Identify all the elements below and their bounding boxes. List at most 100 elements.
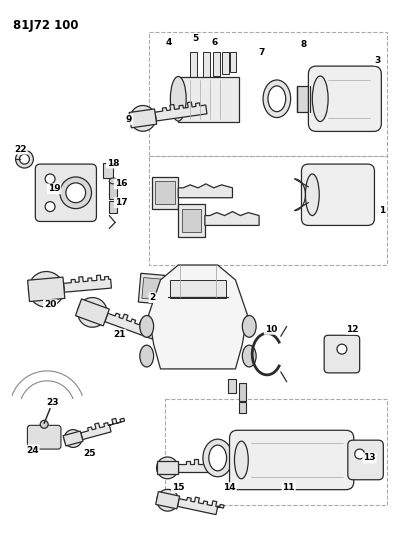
Ellipse shape xyxy=(209,445,227,471)
Polygon shape xyxy=(155,102,207,121)
Ellipse shape xyxy=(203,439,233,477)
Text: 18: 18 xyxy=(107,159,119,167)
Bar xyxy=(222,52,229,74)
Circle shape xyxy=(162,495,173,506)
Bar xyxy=(239,401,246,414)
Text: 2: 2 xyxy=(149,293,156,302)
Ellipse shape xyxy=(140,345,154,367)
FancyBboxPatch shape xyxy=(28,425,61,449)
Polygon shape xyxy=(178,184,233,198)
Polygon shape xyxy=(178,459,224,472)
Circle shape xyxy=(157,489,178,511)
Circle shape xyxy=(60,177,92,208)
FancyBboxPatch shape xyxy=(348,440,383,480)
Polygon shape xyxy=(129,109,157,128)
FancyBboxPatch shape xyxy=(309,66,381,132)
Circle shape xyxy=(40,421,48,429)
Bar xyxy=(228,379,237,393)
Polygon shape xyxy=(28,277,65,302)
Circle shape xyxy=(45,201,55,212)
Circle shape xyxy=(337,344,347,354)
Text: 16: 16 xyxy=(115,180,127,188)
FancyBboxPatch shape xyxy=(230,430,354,490)
Circle shape xyxy=(45,174,55,184)
Circle shape xyxy=(162,463,173,473)
Bar xyxy=(190,52,197,80)
Text: 25: 25 xyxy=(83,449,96,457)
Bar xyxy=(297,86,310,111)
Circle shape xyxy=(130,106,156,131)
Polygon shape xyxy=(182,209,201,232)
Circle shape xyxy=(37,280,55,298)
Bar xyxy=(171,280,226,297)
Polygon shape xyxy=(155,181,175,204)
Text: 5: 5 xyxy=(192,34,198,43)
Ellipse shape xyxy=(171,77,186,121)
FancyBboxPatch shape xyxy=(324,335,360,373)
Text: 8: 8 xyxy=(300,40,307,49)
Circle shape xyxy=(20,154,29,164)
Text: 19: 19 xyxy=(48,184,61,193)
Ellipse shape xyxy=(242,316,256,337)
Bar xyxy=(109,201,117,213)
Text: 22: 22 xyxy=(14,145,27,154)
Polygon shape xyxy=(178,205,205,237)
Bar xyxy=(203,52,210,78)
Text: 9: 9 xyxy=(126,115,132,124)
Bar xyxy=(178,77,239,122)
Polygon shape xyxy=(75,299,109,326)
Text: 4: 4 xyxy=(165,38,172,47)
Polygon shape xyxy=(205,212,259,225)
Circle shape xyxy=(355,449,365,459)
Polygon shape xyxy=(149,265,247,369)
Bar xyxy=(239,383,246,401)
Polygon shape xyxy=(105,313,156,339)
Circle shape xyxy=(85,305,100,320)
Text: 17: 17 xyxy=(115,198,127,207)
Circle shape xyxy=(64,430,82,447)
Polygon shape xyxy=(81,418,125,440)
Text: 10: 10 xyxy=(265,325,277,334)
Bar xyxy=(149,33,387,156)
Circle shape xyxy=(28,271,64,307)
Polygon shape xyxy=(152,177,178,209)
Bar xyxy=(109,181,117,199)
Text: 1: 1 xyxy=(379,206,386,215)
Text: 11: 11 xyxy=(283,483,295,492)
Circle shape xyxy=(66,183,86,203)
Ellipse shape xyxy=(242,345,256,367)
Text: 20: 20 xyxy=(44,300,56,309)
Circle shape xyxy=(77,297,107,327)
Polygon shape xyxy=(64,275,112,292)
Text: 6: 6 xyxy=(211,38,218,47)
Polygon shape xyxy=(142,278,161,300)
FancyBboxPatch shape xyxy=(35,164,96,222)
Polygon shape xyxy=(156,462,178,474)
Circle shape xyxy=(136,112,149,125)
Text: 23: 23 xyxy=(46,398,58,407)
Text: 81J72 100: 81J72 100 xyxy=(13,19,78,31)
Polygon shape xyxy=(63,431,83,446)
Text: 12: 12 xyxy=(347,325,359,334)
Bar xyxy=(165,399,387,505)
Ellipse shape xyxy=(235,441,248,479)
Bar xyxy=(149,156,387,265)
Bar xyxy=(213,52,220,76)
Circle shape xyxy=(69,434,77,443)
Ellipse shape xyxy=(312,76,328,122)
Ellipse shape xyxy=(263,80,291,118)
Bar xyxy=(230,52,237,72)
Text: 3: 3 xyxy=(374,55,380,64)
Circle shape xyxy=(16,150,33,168)
Polygon shape xyxy=(138,273,165,304)
Text: 15: 15 xyxy=(172,483,184,492)
Text: 14: 14 xyxy=(223,483,236,492)
Text: 7: 7 xyxy=(258,48,264,56)
FancyBboxPatch shape xyxy=(301,164,375,225)
Polygon shape xyxy=(156,491,180,509)
Ellipse shape xyxy=(268,86,286,111)
Circle shape xyxy=(156,457,178,479)
Text: 21: 21 xyxy=(113,330,125,339)
Polygon shape xyxy=(163,284,213,298)
Bar xyxy=(103,163,113,178)
